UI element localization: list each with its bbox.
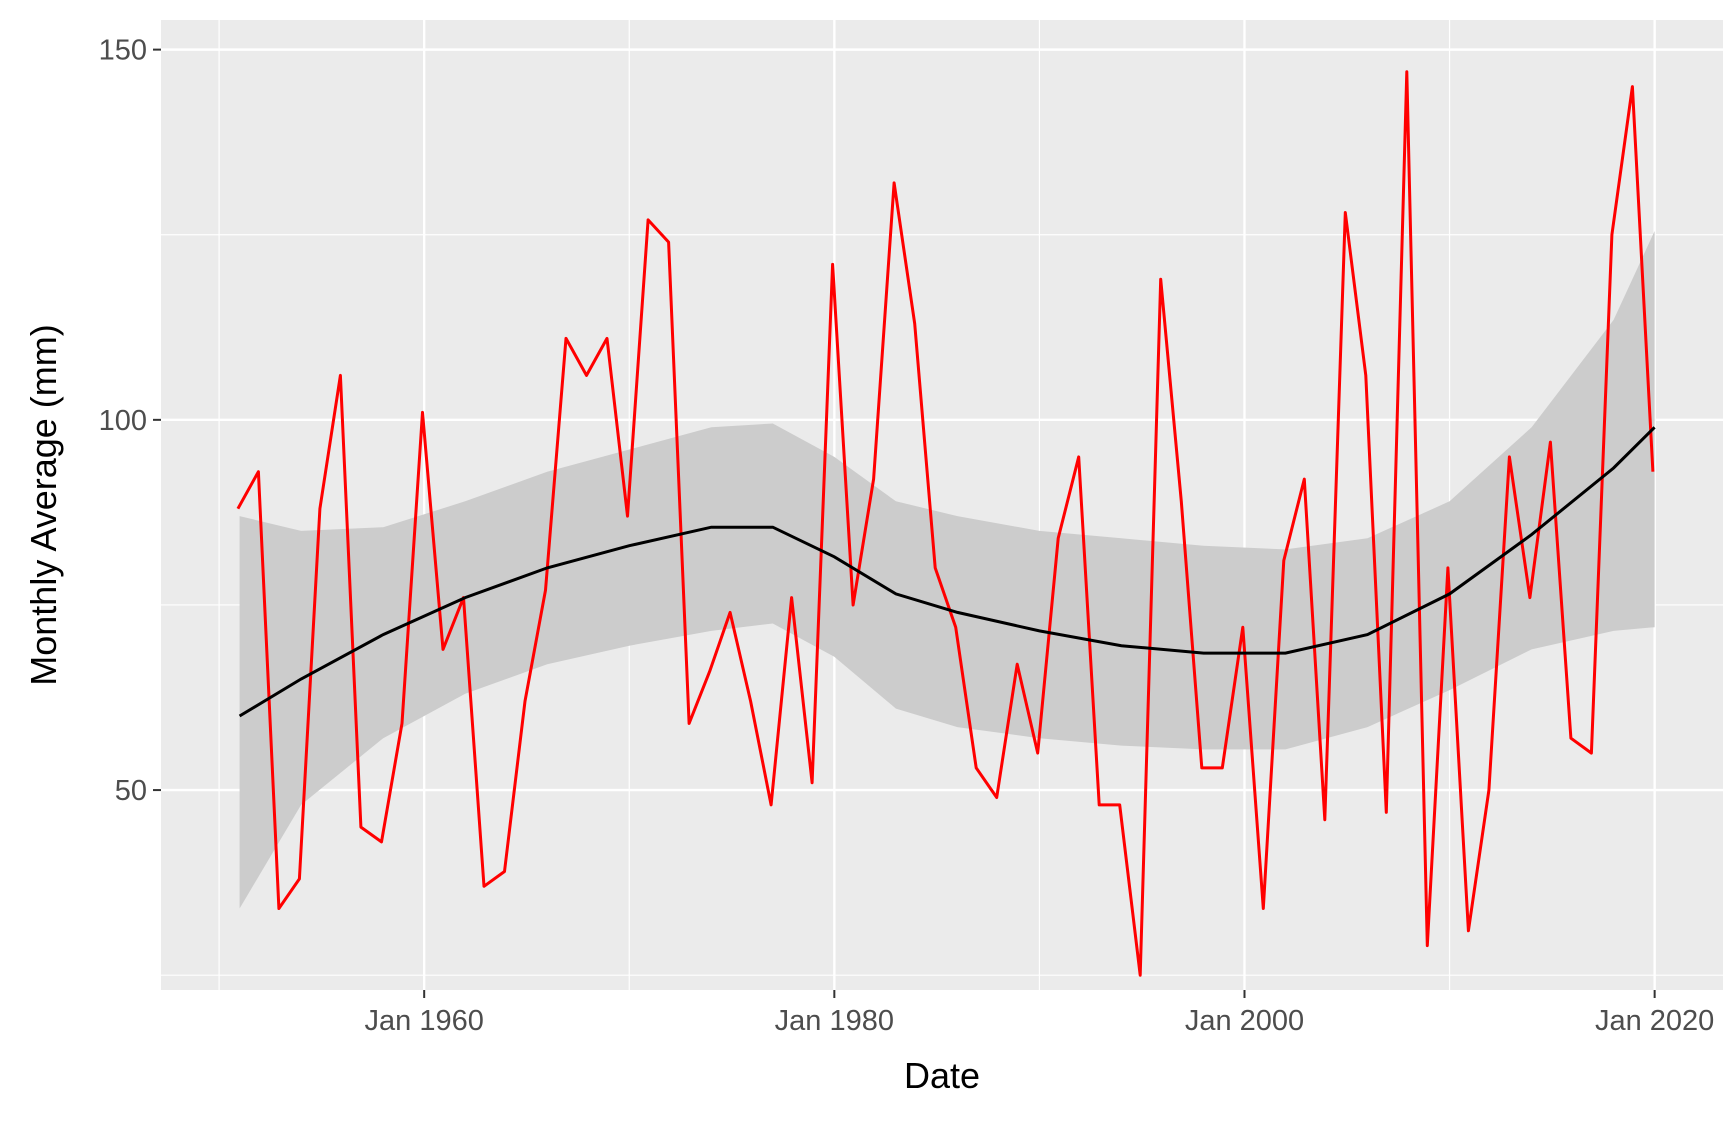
x-tick-label: Jan 2020	[1595, 1005, 1714, 1037]
series-line	[236, 70, 1655, 977]
x-axis-title: Date	[904, 1055, 980, 1096]
x-axis-tick-labels: Jan 1960 Jan 1980 Jan 2000 Jan 2020	[365, 1005, 1715, 1037]
y-axis-tick-labels: 50 100 150	[99, 35, 147, 807]
major-gridlines	[161, 20, 1723, 990]
y-tick-label: 100	[99, 405, 147, 437]
smooth-confidence-ribbon	[239, 231, 1655, 909]
x-tick-label: Jan 1980	[775, 1005, 894, 1037]
y-axis-title: Monthly Average (mm)	[23, 324, 64, 685]
smooth-trend-line	[238, 426, 1656, 718]
x-tick-label: Jan 2000	[1185, 1005, 1304, 1037]
y-tick-label: 50	[115, 775, 147, 807]
x-tick-label: Jan 1960	[365, 1005, 484, 1037]
axis-ticks	[153, 48, 1656, 998]
y-tick-label: 150	[99, 35, 147, 67]
